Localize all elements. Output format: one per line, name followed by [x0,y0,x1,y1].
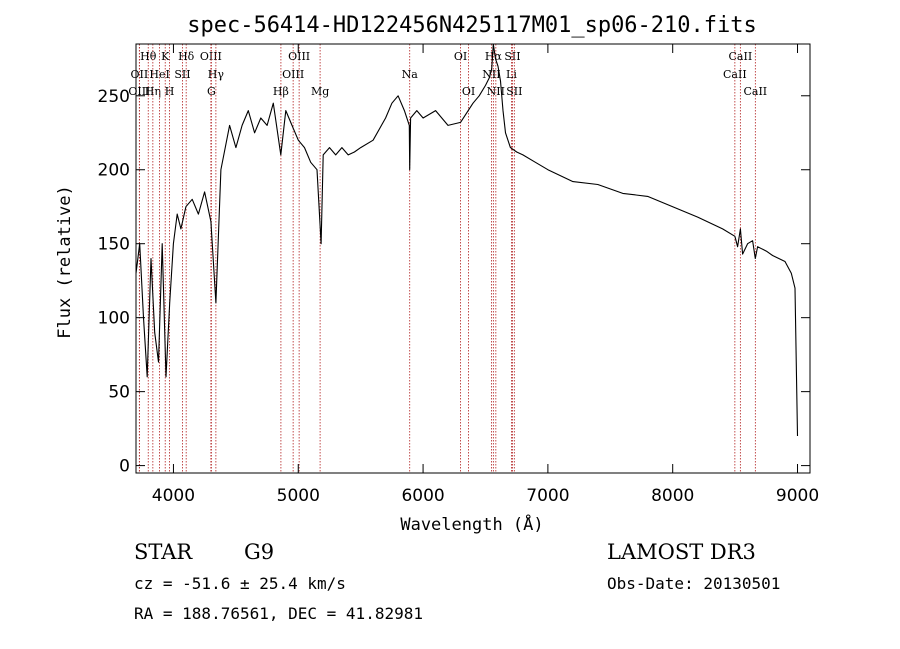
spectral-line-label: Na [402,68,419,81]
spectral-line-label: Hη [145,85,161,98]
spectral-line-label: SII [506,85,522,98]
redshift-velocity: cz = -51.6 ± 25.4 km/s [134,574,346,593]
spectral-line-label: Hδ [178,50,195,63]
spectral-line-label: Hα [485,50,503,63]
x-tick-label: 7000 [526,486,569,506]
spectral-line-label: SII [504,50,520,63]
spectral-line-label: K [161,50,170,63]
spectral-line-label: OI [454,50,467,63]
object-class: STAR [134,540,193,564]
spectral-line-label: CaII [723,68,747,81]
object-subclass: G9 [244,540,275,564]
spectral-line-label: HeI [149,68,169,81]
spectral-line-label: OIII [200,50,222,63]
y-tick-label: 200 [98,161,130,181]
spectral-line-label: OIII [128,85,150,98]
y-tick-label: 100 [98,309,130,329]
spectral-line-label: SII [174,68,190,81]
ticks-group: 4000 5000 6000 7000 8000 9000 0 50 100 150 200 250 [98,44,819,506]
spectral-line-label: Mg [311,85,329,98]
spectral-line-label: CaII [729,50,753,63]
plot-frame [135,43,811,474]
x-tick-label: 9000 [776,486,819,506]
spectral-line-label: Hθ [140,50,157,63]
flux-series-line [135,43,799,437]
chart-title: spec-56414-HD122456N425117M01_sp06-210.f… [187,13,757,38]
x-tick-label: 6000 [401,486,444,506]
spectral-line-label: Li [506,68,517,81]
spectral-line-label: OI [462,85,475,98]
y-tick-label: 50 [108,383,130,403]
y-tick-label: 0 [119,457,130,477]
survey-name: LAMOST DR3 [607,540,756,564]
y-axis-label: Flux (relative) [55,185,75,339]
flux-series-group [135,43,799,437]
spectral-line-label: G [207,85,216,98]
spectral-line-label: NII [487,85,505,98]
observation-date: Obs-Date: 20130501 [607,574,781,593]
spectral-line-label: Hβ [273,85,289,98]
x-tick-label: 8000 [651,486,694,506]
spectral-line-label: H [165,85,175,98]
coordinates: RA = 188.76561, DEC = 41.82981 [134,604,423,623]
x-tick-label: 5000 [277,486,320,506]
y-tick-label: 150 [98,235,130,255]
x-tick-label: 4000 [152,486,195,506]
spectral-line-label: CaII [743,85,767,98]
x-axis-label: Wavelength (Å) [400,513,543,535]
spectral-line-label: OIII [288,50,310,63]
y-tick-label: 250 [98,87,130,107]
spectral-line-label: Hγ [208,68,225,81]
spectral-line-label: OIII [282,68,304,81]
